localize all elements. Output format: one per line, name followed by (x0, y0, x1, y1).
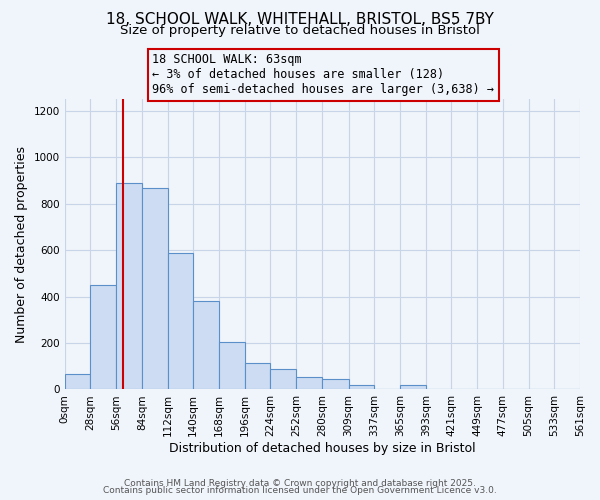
Bar (167, 252, 193, 390)
Text: 18 SCHOOL WALK: 63sqm
← 3% of detached houses are smaller (128)
96% of semi-deta: 18 SCHOOL WALK: 63sqm ← 3% of detached h… (152, 54, 494, 96)
Bar (219, 342, 245, 390)
Bar (116, 183, 142, 390)
Text: Size of property relative to detached houses in Bristol: Size of property relative to detached ho… (120, 24, 480, 37)
X-axis label: Distribution of detached houses by size in Bristol: Distribution of detached houses by size … (169, 442, 476, 455)
Bar (296, 376, 322, 390)
Bar (322, 379, 349, 390)
Bar (91, 285, 116, 390)
Text: 18, SCHOOL WALK, WHITEHALL, BRISTOL, BS5 7BY: 18, SCHOOL WALK, WHITEHALL, BRISTOL, BS5… (106, 12, 494, 28)
Bar (349, 385, 374, 390)
Bar (245, 363, 271, 390)
Y-axis label: Number of detached properties: Number of detached properties (15, 146, 28, 343)
Bar (193, 302, 219, 390)
Bar (65, 374, 91, 390)
Text: Contains public sector information licensed under the Open Government Licence v3: Contains public sector information licen… (103, 486, 497, 495)
Text: Contains HM Land Registry data © Crown copyright and database right 2025.: Contains HM Land Registry data © Crown c… (124, 478, 476, 488)
Bar (400, 385, 425, 390)
Bar (142, 188, 167, 390)
Bar (271, 368, 296, 390)
